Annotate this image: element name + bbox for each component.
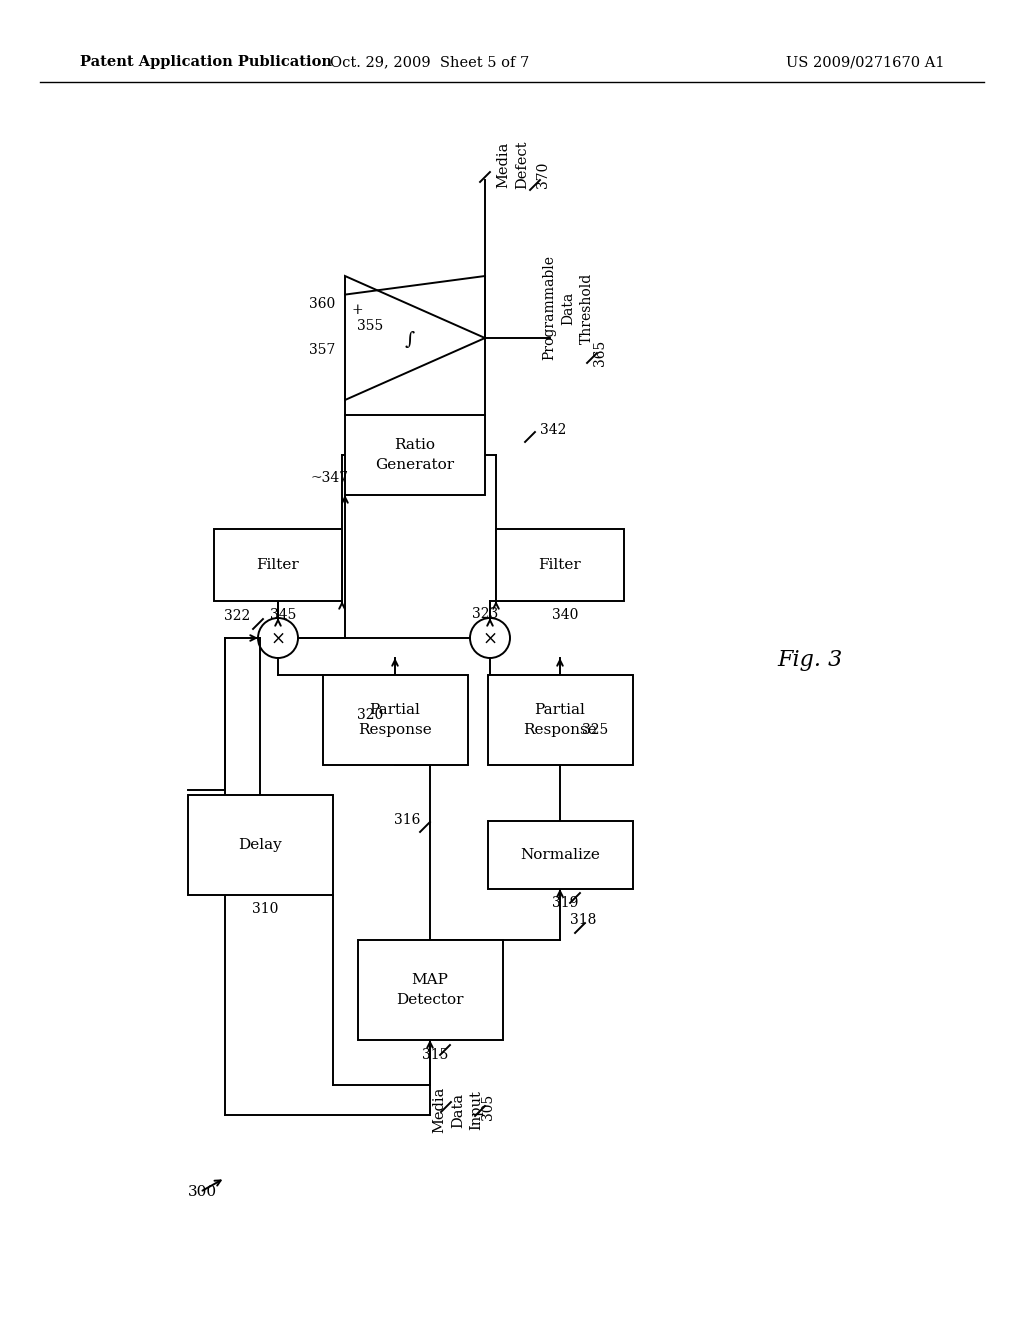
Text: 318: 318 — [570, 913, 596, 927]
Text: ~347: ~347 — [310, 471, 348, 484]
Text: 316: 316 — [393, 813, 420, 828]
Text: 365: 365 — [593, 339, 607, 366]
Text: 342: 342 — [540, 422, 566, 437]
Text: 322: 322 — [224, 609, 250, 623]
Text: 320: 320 — [357, 708, 383, 722]
FancyBboxPatch shape — [214, 529, 342, 601]
Text: Filter: Filter — [539, 558, 582, 572]
Text: 305: 305 — [481, 1094, 495, 1121]
FancyBboxPatch shape — [487, 675, 633, 766]
FancyBboxPatch shape — [487, 821, 633, 888]
Text: Delay: Delay — [239, 838, 282, 851]
Text: 370: 370 — [536, 162, 550, 189]
Text: Programmable
Data
Threshold: Programmable Data Threshold — [543, 256, 593, 360]
Text: 310: 310 — [252, 902, 279, 916]
Text: Media
Defect: Media Defect — [497, 141, 529, 189]
Text: Fig. 3: Fig. 3 — [777, 649, 843, 671]
Text: 345: 345 — [269, 609, 296, 622]
Text: ×: × — [270, 630, 286, 648]
Text: Ratio
Generator: Ratio Generator — [376, 438, 455, 471]
FancyBboxPatch shape — [187, 795, 333, 895]
Text: 319: 319 — [552, 896, 579, 909]
Text: 340: 340 — [552, 609, 579, 622]
Text: MAP
Detector: MAP Detector — [396, 973, 464, 1007]
Text: 300: 300 — [188, 1185, 217, 1199]
FancyBboxPatch shape — [496, 529, 624, 601]
Text: 315: 315 — [422, 1048, 449, 1063]
Text: 325: 325 — [582, 723, 608, 737]
Text: Normalize: Normalize — [520, 847, 600, 862]
Text: ×: × — [482, 630, 498, 648]
Text: Filter: Filter — [257, 558, 299, 572]
Text: ∫: ∫ — [404, 331, 415, 348]
Text: 357: 357 — [308, 343, 335, 358]
Text: US 2009/0271670 A1: US 2009/0271670 A1 — [785, 55, 944, 69]
FancyBboxPatch shape — [323, 675, 468, 766]
Text: Patent Application Publication: Patent Application Publication — [80, 55, 332, 69]
Text: Oct. 29, 2009  Sheet 5 of 7: Oct. 29, 2009 Sheet 5 of 7 — [331, 55, 529, 69]
FancyBboxPatch shape — [357, 940, 503, 1040]
Text: 360: 360 — [309, 297, 335, 312]
Text: 355: 355 — [357, 319, 383, 333]
Text: Media
Data
Input: Media Data Input — [432, 1086, 483, 1133]
Text: +: + — [351, 304, 362, 317]
Text: 323: 323 — [472, 607, 498, 620]
FancyBboxPatch shape — [345, 414, 485, 495]
Text: Partial
Response: Partial Response — [358, 704, 432, 737]
Text: Partial
Response: Partial Response — [523, 704, 597, 737]
